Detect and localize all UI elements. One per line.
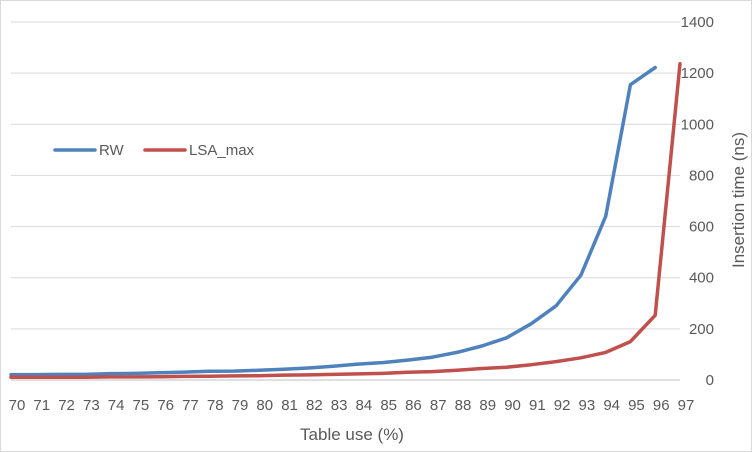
x-tick-label: 84 xyxy=(356,397,373,414)
x-tick-label: 97 xyxy=(678,397,695,414)
y-axis: 0 200 400 600 800 1000 1200 1400 xyxy=(681,14,714,389)
y-tick-label: 800 xyxy=(689,167,714,184)
x-axis: 70 71 72 73 74 75 76 77 78 79 80 81 82 83 84 85 86 87 88 89… xyxy=(9,379,695,414)
x-tick-label: 93 xyxy=(579,397,596,414)
x-tick-label: 74 xyxy=(108,397,125,414)
x-tick-label: 87 xyxy=(430,397,447,414)
legend-label: RW xyxy=(99,142,125,159)
x-tick-label: 89 xyxy=(479,397,496,414)
x-axis-title: Table use (%) xyxy=(300,425,404,444)
y-axis-title: Insertion time (ns) xyxy=(729,132,748,268)
x-tick-label: 94 xyxy=(603,397,620,414)
series-line-rw xyxy=(9,65,657,377)
series-group xyxy=(9,61,682,379)
x-tick-label: 88 xyxy=(455,397,472,414)
x-tick-label: 71 xyxy=(33,397,50,414)
x-tick-label: 96 xyxy=(653,397,670,414)
x-tick-label: 70 xyxy=(9,397,26,414)
x-tick-label: 91 xyxy=(529,397,546,414)
x-tick-label: 82 xyxy=(306,397,323,414)
gridlines xyxy=(11,21,680,330)
x-tick-label: 85 xyxy=(380,397,397,414)
x-tick-label: 76 xyxy=(157,397,174,414)
x-tick-label: 75 xyxy=(133,397,150,414)
y-tick-label: 1400 xyxy=(681,14,714,31)
x-tick-label: 81 xyxy=(281,397,298,414)
x-tick-label: 73 xyxy=(83,397,100,414)
x-tick-label: 92 xyxy=(554,397,571,414)
y-tick-label: 1000 xyxy=(681,116,714,133)
x-tick-label: 80 xyxy=(256,397,273,414)
y-tick-label: 600 xyxy=(689,219,714,236)
x-tick-label: 79 xyxy=(232,397,249,414)
y-tick-label: 0 xyxy=(706,372,714,389)
y-tick-label: 400 xyxy=(689,270,714,287)
x-tick-label: 86 xyxy=(405,397,422,414)
x-tick-label: 78 xyxy=(207,397,224,414)
x-tick-label: 95 xyxy=(628,397,645,414)
legend: RW LSA_max xyxy=(53,142,255,159)
x-tick-label: 83 xyxy=(331,397,348,414)
y-tick-label: 200 xyxy=(689,321,714,338)
y-tick-label: 1200 xyxy=(681,65,714,82)
legend-label: LSA_max xyxy=(189,142,255,159)
x-tick-label: 72 xyxy=(58,397,75,414)
x-tick-label: 77 xyxy=(182,397,199,414)
x-tick-label: 90 xyxy=(504,397,521,414)
series-line-lsa-max xyxy=(9,61,682,379)
